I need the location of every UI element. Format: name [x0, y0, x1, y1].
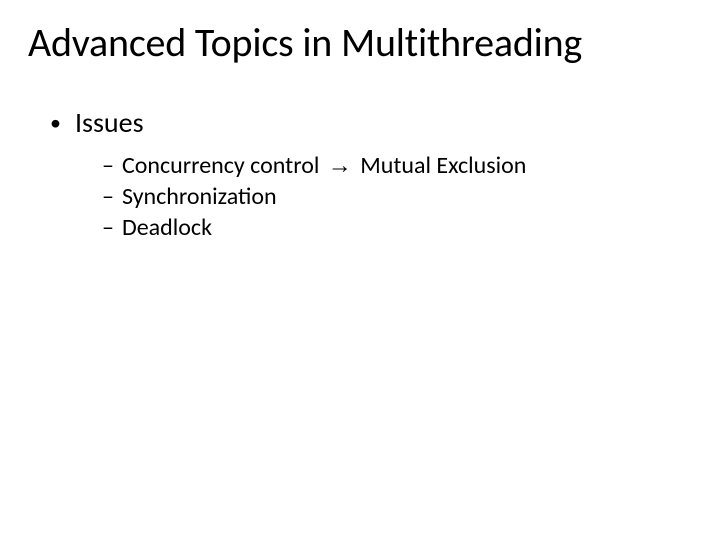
bullet-l2-pre: Deadlock	[122, 213, 212, 242]
bullet-l2-text: Concurrency control → Mutual Exclusion	[122, 150, 526, 181]
slide-content: Issues Concurrency control → Mutual Excl…	[28, 105, 692, 244]
bullet-l2-post: Mutual Exclusion	[355, 151, 527, 180]
bullet-level2-item: Synchronization	[102, 181, 692, 212]
slide-title: Advanced Topics in Multithreading	[28, 18, 692, 67]
bullet-l2-pre: Synchronization	[122, 182, 277, 211]
bullet-l2-pre: Concurrency control	[122, 151, 325, 180]
bullet-l2-text: Deadlock	[122, 212, 212, 243]
bullet-level1-issues: Issues	[50, 105, 692, 140]
bullet-l2-text: Synchronization	[122, 181, 277, 212]
sublist: Concurrency control → Mutual Exclusion S…	[102, 150, 692, 244]
bullet-level2-item: Deadlock	[102, 212, 692, 243]
bullet-l1-label: Issues	[75, 105, 144, 140]
arrow-icon: →	[325, 150, 355, 181]
bullet-level2-item: Concurrency control → Mutual Exclusion	[102, 150, 692, 181]
